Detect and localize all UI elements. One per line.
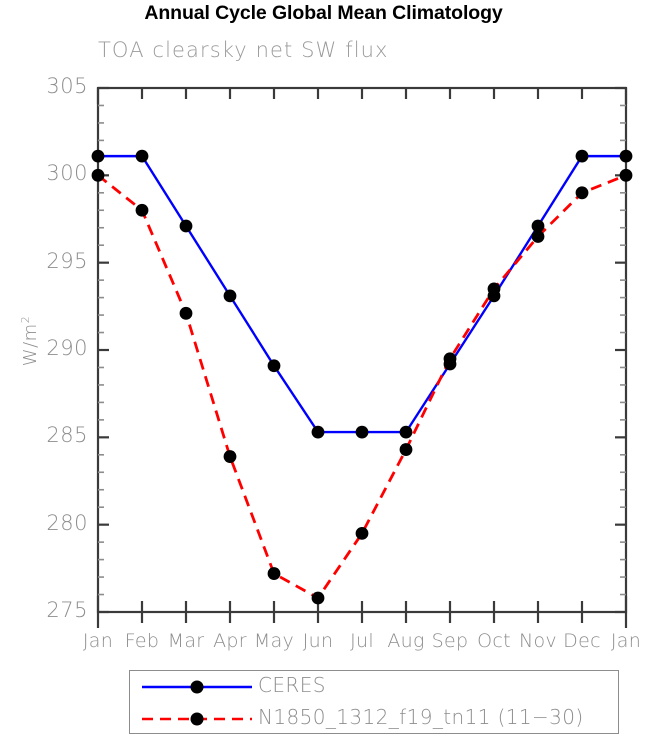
- data-point-marker: [267, 567, 281, 580]
- x-tick-label: Feb: [124, 630, 160, 652]
- data-point-marker: [443, 352, 457, 366]
- data-point-marker: [135, 149, 149, 163]
- data-point-marker: [619, 168, 633, 182]
- y-tick-label: 305: [46, 74, 88, 98]
- data-point-marker: [311, 425, 325, 439]
- x-tick-label: Nov: [519, 630, 557, 652]
- y-tick-label: 300: [46, 161, 88, 186]
- data-point-marker: [399, 443, 413, 456]
- axis-ticks: [96, 86, 628, 628]
- data-point-marker: [575, 186, 589, 200]
- data-point-marker: [311, 591, 325, 605]
- y-tick-label: 290: [46, 336, 88, 360]
- data-point-marker: [135, 203, 149, 217]
- x-tick-label: Jan: [82, 630, 114, 652]
- chart-subtitle: TOA clearsky net SW flux: [98, 38, 389, 62]
- data-point-marker: [355, 425, 369, 439]
- data-point-marker: [575, 149, 589, 163]
- data-point-marker: [223, 450, 237, 463]
- x-tick-label: Jan: [610, 630, 642, 652]
- y-tick-label: 280: [46, 510, 88, 535]
- x-tick-label: Oct: [477, 630, 511, 652]
- legend-label-1: N1850_1312_f19_tn11 (11−30): [258, 705, 584, 729]
- x-tick-label: Jun: [302, 630, 334, 652]
- data-point-marker: [619, 149, 633, 163]
- legend-box: CERES N1850_1312_f19_tn11 (11−30): [129, 670, 619, 734]
- data-point-marker: [91, 149, 105, 163]
- data-point-marker: [531, 219, 545, 233]
- data-point-marker: [179, 306, 193, 320]
- legend-label-0: CERES: [258, 673, 326, 697]
- data-point-marker: [487, 282, 501, 296]
- legend-item-model[interactable]: N1850_1312_f19_tn11 (11−30): [130, 703, 618, 735]
- data-series-group: [91, 149, 633, 605]
- x-tick-label: Aug: [387, 630, 425, 652]
- x-tick-label: Dec: [563, 630, 601, 652]
- data-point-marker: [223, 289, 237, 303]
- y-tick-label: 275: [46, 598, 88, 622]
- x-tick-label: Mar: [167, 630, 205, 652]
- x-tick-label: Jul: [350, 630, 374, 652]
- data-point-marker: [179, 219, 193, 233]
- legend-sample-line-1: [142, 712, 252, 726]
- legend-item-ceres[interactable]: CERES: [130, 671, 618, 703]
- data-point-marker: [91, 168, 105, 182]
- data-point-marker: [267, 359, 281, 373]
- y-tick-label: 285: [46, 423, 88, 448]
- x-tick-label: May: [253, 630, 295, 652]
- data-point-marker: [531, 230, 545, 243]
- page-title: Annual Cycle Global Mean Climatology: [144, 2, 503, 24]
- x-tick-label: Sep: [431, 630, 469, 652]
- y-tick-label: 295: [46, 248, 88, 273]
- x-tick-label: Apr: [213, 630, 247, 652]
- legend-sample-line-0: [142, 680, 252, 694]
- data-point-marker: [399, 425, 413, 439]
- data-point-marker: [355, 527, 369, 540]
